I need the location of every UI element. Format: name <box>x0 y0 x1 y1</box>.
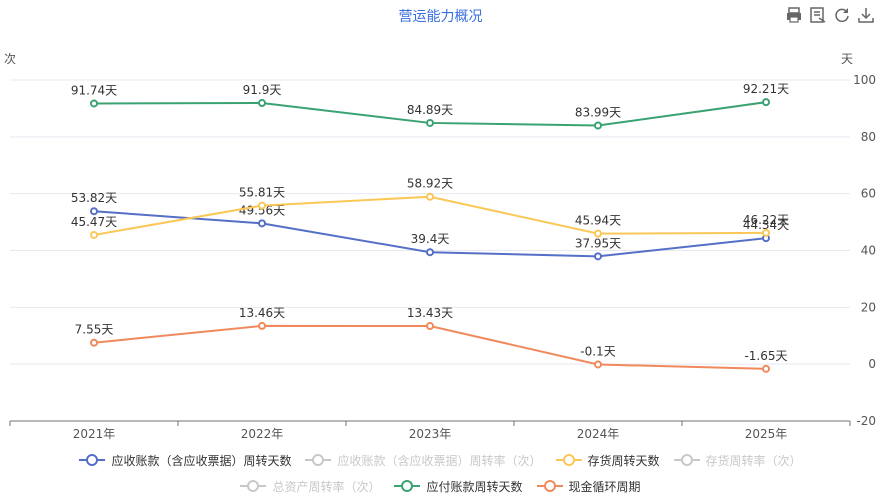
legend-item-ar-turnover[interactable]: 应收账款（含应收票据）周转率（次） <box>305 452 542 469</box>
data-point <box>90 338 98 347</box>
legend-marker <box>536 480 563 492</box>
legend-marker <box>673 454 700 466</box>
data-view-icon[interactable] <box>809 6 827 24</box>
data-label: -0.1天 <box>580 344 615 358</box>
data-label: 55.81天 <box>239 186 285 200</box>
data-label: 44.34天 <box>743 218 789 232</box>
series-line <box>93 324 767 370</box>
data-point <box>258 99 266 108</box>
y-tick-label: 0 <box>868 357 876 371</box>
data-point <box>426 248 434 257</box>
legend-item-ar-days[interactable]: 应收账款（含应收票据）周转天数 <box>79 452 291 469</box>
data-point <box>426 118 434 127</box>
data-label: -1.65天 <box>744 349 787 363</box>
data-point <box>258 201 266 210</box>
legend-item-asset-turnover[interactable]: 总资产周转率（次） <box>240 478 380 495</box>
data-point <box>426 322 434 331</box>
data-point <box>594 229 602 238</box>
legend-row-1: 应收账款（含应收票据）周转天数 应收账款（含应收票据）周转率（次） 存货周转天数… <box>0 447 881 473</box>
data-point <box>90 99 98 108</box>
y-tick-label: -20 <box>856 414 876 428</box>
data-label: 58.92天 <box>407 177 453 191</box>
data-point <box>90 230 98 239</box>
data-label: 53.82天 <box>71 191 117 205</box>
data-point <box>90 207 98 216</box>
data-label: 37.95天 <box>575 236 621 250</box>
legend-item-ap-days[interactable]: 应付账款周转天数 <box>394 478 523 495</box>
data-label: 84.89天 <box>407 103 453 117</box>
y-tick-label: 60 <box>861 187 876 201</box>
data-point <box>594 121 602 130</box>
data-point <box>426 192 434 201</box>
legend-item-inventory-turnover[interactable]: 存货周转率（次） <box>673 452 802 469</box>
right-axis-unit: 天 <box>841 52 854 66</box>
data-label: 91.74天 <box>71 83 117 97</box>
data-label: 45.47天 <box>71 215 117 229</box>
series-line <box>93 195 767 236</box>
y-tick-label: 80 <box>861 130 876 144</box>
x-tick-label: 2021年 <box>73 427 116 441</box>
legend-marker <box>555 454 582 466</box>
x-tick-label: 2024年 <box>577 427 620 441</box>
data-label: 45.94天 <box>575 214 621 228</box>
data-label: 13.43天 <box>407 306 453 320</box>
data-label: 7.55天 <box>75 323 114 337</box>
legend-label: 存货周转天数 <box>587 453 660 468</box>
x-tick-label: 2023年 <box>409 427 452 441</box>
data-point <box>762 364 770 373</box>
legend-label: 总资产周转率（次） <box>272 479 381 494</box>
legend-marker <box>305 454 332 466</box>
legend-label: 应付账款周转天数 <box>426 479 523 494</box>
data-label: 92.21天 <box>743 82 789 96</box>
data-point <box>594 252 602 261</box>
legend-marker <box>240 480 267 492</box>
data-label: 91.9天 <box>243 83 282 97</box>
data-label: 39.4天 <box>411 232 450 246</box>
chart-toolbar <box>785 6 875 24</box>
legend-item-inventory-days[interactable]: 存货周转天数 <box>555 452 660 469</box>
data-point <box>762 98 770 107</box>
legend-label: 应收账款（含应收票据）周转天数 <box>111 453 292 468</box>
data-point <box>258 321 266 330</box>
data-label: 83.99天 <box>575 105 621 119</box>
legend-marker <box>79 454 106 466</box>
y-tick-label: 20 <box>861 300 876 314</box>
y-tick-label: 40 <box>861 244 876 258</box>
legend-label: 现金循环周期 <box>568 479 641 494</box>
y-tick-label: 100 <box>853 73 876 87</box>
x-tick-label: 2022年 <box>241 427 284 441</box>
legend-label: 应收账款（含应收票据）周转率（次） <box>337 453 542 468</box>
legend-marker <box>394 480 421 492</box>
legend-row-2: 总资产周转率（次） 应付账款周转天数 现金循环周期 <box>0 473 881 499</box>
legend-item-cash-cycle[interactable]: 现金循环周期 <box>536 478 641 495</box>
data-label: 13.46天 <box>239 306 285 320</box>
x-tick-label: 2025年 <box>745 427 788 441</box>
data-point <box>258 219 266 228</box>
chart-title: 营运能力概况 <box>398 9 483 25</box>
refresh-icon[interactable] <box>833 6 851 24</box>
data-point <box>594 360 602 369</box>
chart-legend: 应收账款（含应收票据）周转天数 应收账款（含应收票据）周转率（次） 存货周转天数… <box>0 447 881 499</box>
left-axis-unit: 次 <box>4 52 17 66</box>
data-label: 46.22天 <box>743 213 789 227</box>
data-point <box>762 228 770 237</box>
legend-label: 存货周转率（次） <box>705 453 802 468</box>
print-icon[interactable] <box>785 6 803 24</box>
download-icon[interactable] <box>857 6 875 24</box>
